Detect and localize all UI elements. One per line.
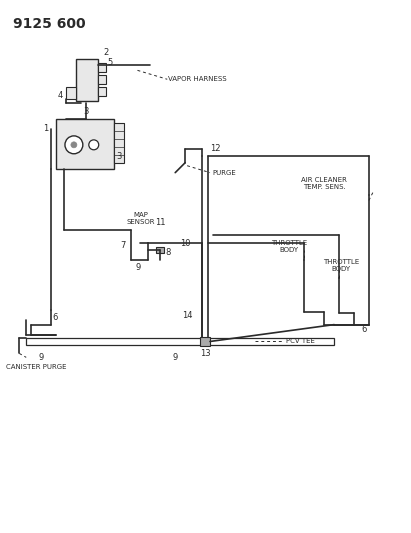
Text: 14: 14 bbox=[182, 311, 192, 320]
Text: CANISTER PURGE: CANISTER PURGE bbox=[6, 365, 67, 370]
Text: 9: 9 bbox=[136, 263, 141, 272]
Bar bbox=[98, 87, 106, 96]
Text: 5: 5 bbox=[107, 58, 112, 67]
Text: AIR CLEANER
TEMP. SENS.: AIR CLEANER TEMP. SENS. bbox=[301, 177, 347, 190]
Bar bbox=[156, 247, 164, 253]
Text: 13: 13 bbox=[200, 349, 210, 358]
Text: 9: 9 bbox=[173, 353, 178, 362]
Bar bbox=[56, 119, 113, 168]
Text: MAP
SENSOR: MAP SENSOR bbox=[126, 212, 155, 225]
Bar bbox=[76, 59, 98, 101]
Bar bbox=[26, 337, 334, 345]
Circle shape bbox=[65, 136, 83, 154]
Text: 6: 6 bbox=[361, 325, 367, 334]
Text: 10: 10 bbox=[180, 239, 190, 248]
Text: THROTTLE
BODY: THROTTLE BODY bbox=[271, 240, 307, 253]
Text: PURGE: PURGE bbox=[212, 169, 236, 176]
Bar bbox=[200, 336, 210, 346]
Text: VAPOR HARNESS: VAPOR HARNESS bbox=[168, 76, 227, 82]
Text: 2: 2 bbox=[103, 48, 109, 57]
Bar bbox=[66, 87, 76, 99]
Text: 3: 3 bbox=[83, 107, 88, 116]
Text: 12: 12 bbox=[210, 144, 220, 154]
Text: 1: 1 bbox=[44, 124, 49, 133]
Text: 8: 8 bbox=[166, 248, 171, 256]
Text: 9125 600: 9125 600 bbox=[13, 17, 86, 31]
Text: 6: 6 bbox=[52, 313, 58, 322]
Text: 11: 11 bbox=[155, 218, 166, 227]
Circle shape bbox=[71, 142, 77, 148]
Text: 7: 7 bbox=[120, 240, 125, 249]
Text: THROTTLE
BODY: THROTTLE BODY bbox=[323, 259, 359, 271]
Text: 4: 4 bbox=[58, 91, 62, 100]
Circle shape bbox=[89, 140, 99, 150]
Bar bbox=[113, 123, 124, 163]
Text: PCV TEE: PCV TEE bbox=[286, 338, 315, 344]
Bar bbox=[98, 75, 106, 84]
Text: 9: 9 bbox=[39, 353, 44, 362]
Bar bbox=[98, 63, 106, 72]
Text: 3: 3 bbox=[116, 152, 121, 161]
